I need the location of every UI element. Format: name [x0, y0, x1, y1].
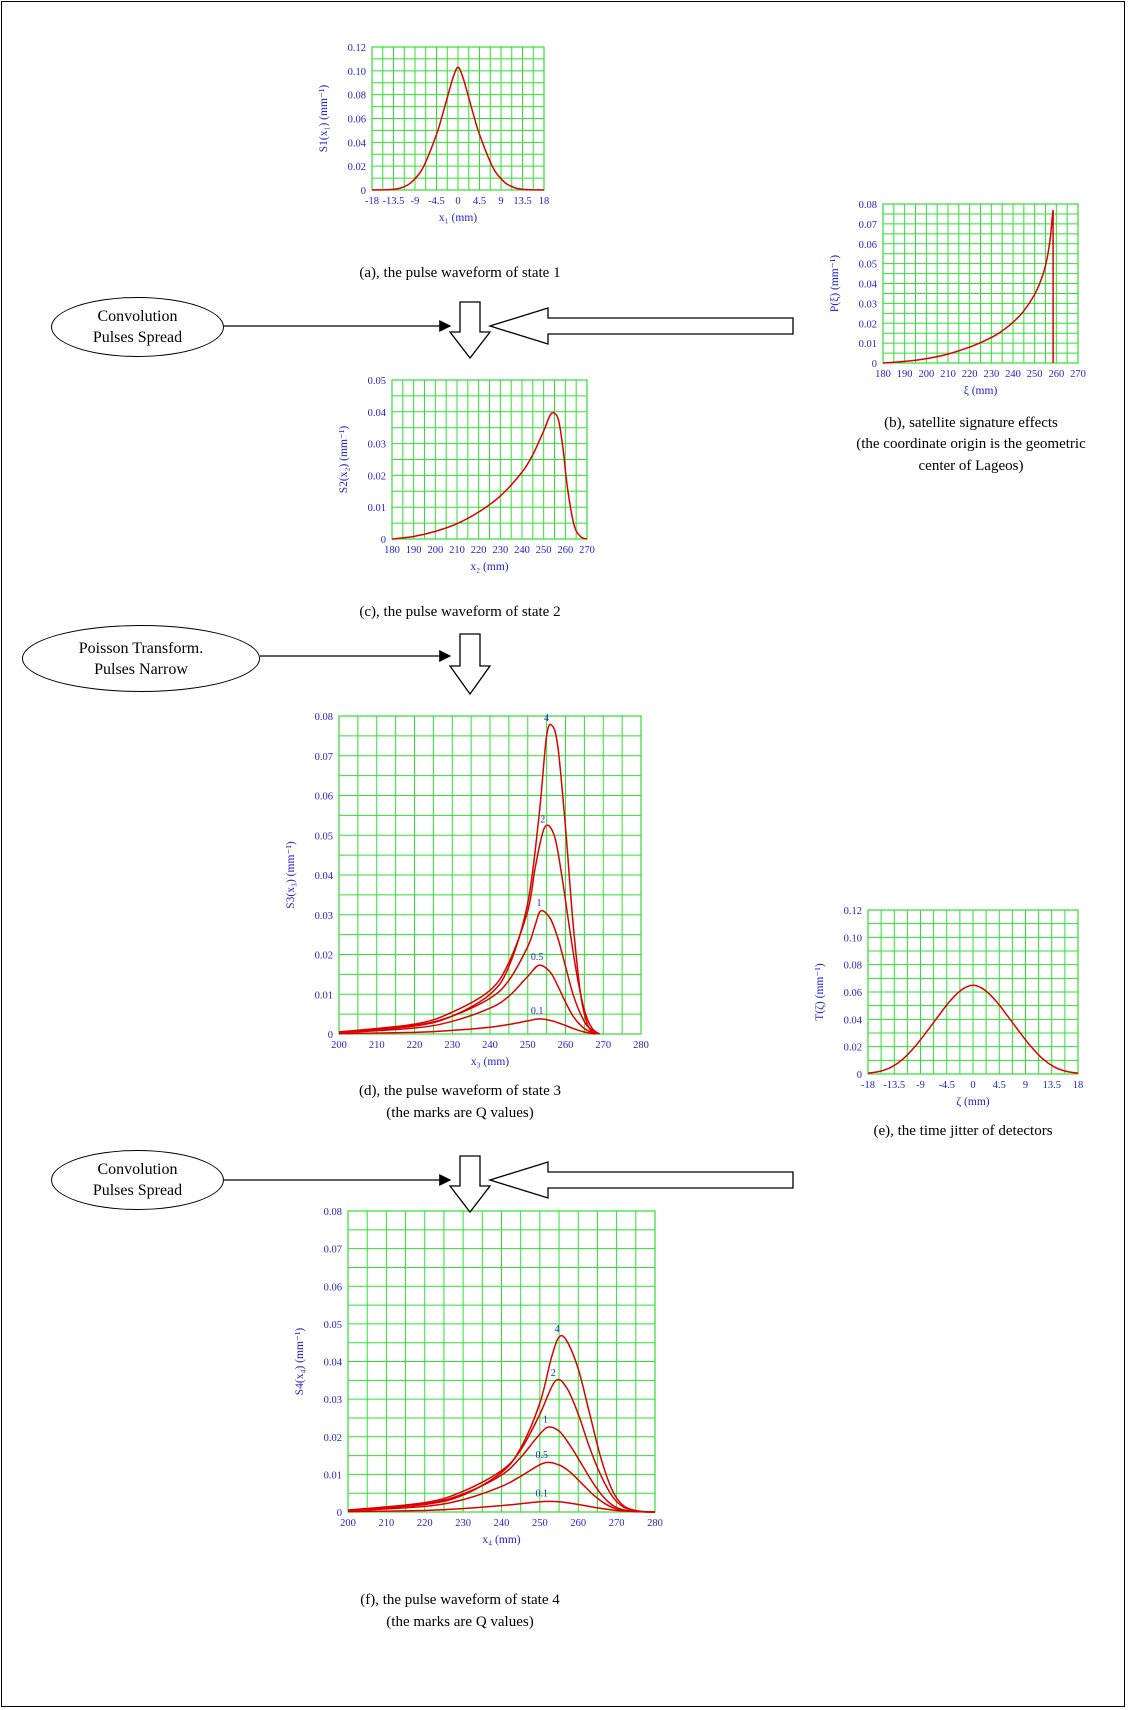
oval-poisson-line2: Pulses Narrow [94, 660, 188, 678]
caption-f-line2: (the marks are Q values) [386, 1614, 534, 1630]
oval-convolution-2-line1: Convolution [97, 1161, 178, 1178]
oval-convolution-1-line1: Convolution [97, 308, 178, 325]
oval-poisson-transform: Poisson Transform. Pulses Narrow [22, 625, 260, 692]
oval-convolution-2-line2: Pulses Spread [92, 1182, 183, 1199]
caption-b-line3: center of Lageos) [918, 458, 1024, 474]
caption-b-line2: (the coordinate origin is the geometric [856, 436, 1086, 452]
caption-c: (c), the pulse waveform of state 2 [359, 604, 561, 620]
oval-convolution-2: Convolution Pulses Spread [51, 1150, 224, 1210]
caption-a: (a), the pulse waveform of state 1 [359, 265, 561, 281]
caption-f-line1: (f), the pulse waveform of state 4 [360, 1592, 560, 1608]
caption-e: (e), the time jitter of detectors [873, 1123, 1053, 1139]
oval-convolution-1-line2: Pulses Spread [92, 329, 183, 346]
caption-d-line2: (the marks are Q values) [386, 1105, 534, 1121]
oval-convolution-1: Convolution Pulses Spread [51, 297, 224, 357]
caption-b-line1: (b), satellite signature effects [884, 415, 1058, 431]
caption-d-line1: (d), the pulse waveform of state 3 [358, 1083, 562, 1099]
oval-poisson-line1: Poisson Transform. [78, 639, 204, 657]
